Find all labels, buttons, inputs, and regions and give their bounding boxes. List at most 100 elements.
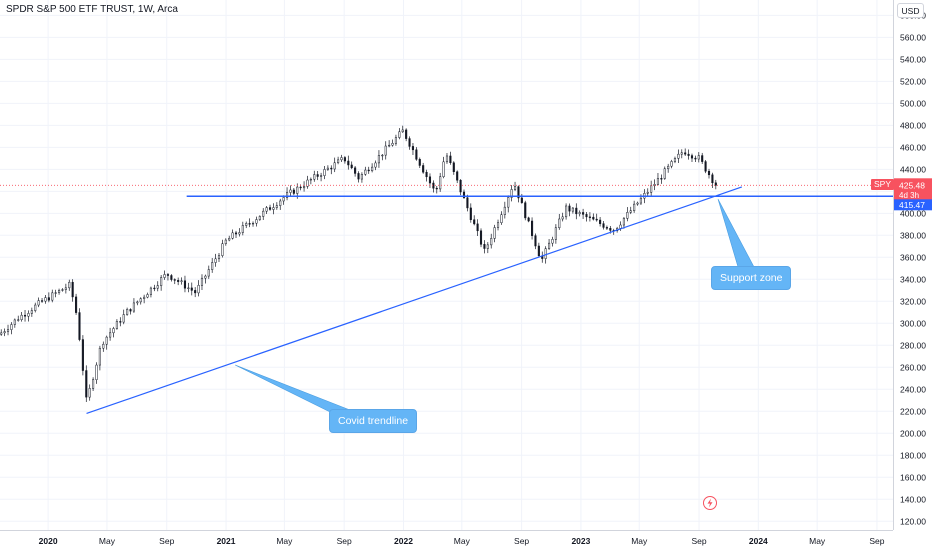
y-tick-label: 120.00 [900,516,926,526]
candle [442,156,445,179]
candle [180,277,183,285]
candle [622,216,625,229]
candle [119,317,122,327]
y-tick-label: 340.00 [900,274,926,284]
candle [258,215,261,221]
last-price-label: 425.48 [899,180,925,190]
candle [204,274,207,284]
candle [71,279,74,302]
candle [129,308,132,315]
candle [102,341,105,352]
candle [371,163,374,173]
candle [231,229,234,240]
candle [524,200,527,221]
candle [428,173,432,189]
candle [109,327,112,341]
candle [27,310,30,322]
price-axis-panel [893,0,932,550]
candle [677,149,680,163]
candle [183,275,187,293]
candle [466,194,469,212]
candle [588,212,591,222]
candle [78,308,81,342]
candle [85,365,88,403]
candle [166,273,170,281]
candle [221,239,224,258]
candle [381,154,384,161]
x-tick-label: 2023 [571,536,590,546]
candle [241,221,244,236]
candle [37,297,40,308]
candle [568,203,571,217]
candle [415,147,418,161]
candle [309,177,312,185]
candle [61,288,64,292]
candle [459,179,462,196]
candle [435,185,438,194]
y-tick-label: 240.00 [900,384,926,394]
candle [541,251,544,263]
candle [711,172,714,189]
candle [714,179,717,190]
candle [139,297,142,305]
y-tick-label: 280.00 [900,340,926,350]
candle [146,292,149,299]
candle [483,240,486,254]
y-tick-label: 380.00 [900,231,926,241]
candle [156,281,159,292]
candle [333,157,336,173]
y-tick-label: 540.00 [900,55,926,65]
price-axis[interactable]: 120.00 140.00 160.00 180.00 200.00 220.00 240.… [893,0,932,550]
covid-trendline[interactable] [86,186,743,415]
candle [163,270,166,280]
candle [534,233,537,250]
candle [98,345,101,371]
candle [187,282,190,293]
candle [292,187,295,196]
candle [306,175,309,189]
candle [531,217,534,240]
candle [704,159,707,174]
candle [149,286,152,298]
candle [660,174,663,184]
candle [585,211,588,222]
candle [473,215,476,226]
candle [20,311,23,322]
y-tick-label: 220.00 [900,406,926,416]
candle [408,136,411,150]
candle [262,208,265,220]
candle [173,278,176,285]
candle [548,238,551,250]
y-tick-label: 260.00 [900,362,926,372]
y-tick-label: 500.00 [900,99,926,109]
candlestick-series[interactable] [0,125,717,403]
candle [30,307,33,317]
x-tick-label: 2022 [394,536,413,546]
y-tick-label: 140.00 [900,494,926,504]
time-axis[interactable]: 2020 May Sep 2021 May Sep 2022 May Sep 2023 May Sep… [0,530,893,547]
candle [245,221,248,229]
candle [115,319,118,330]
candle [313,170,316,182]
y-tick-label: 440.00 [900,165,926,175]
support-zone-callout[interactable]: Support zone [711,266,792,290]
candle [92,377,95,392]
symbol-tag: SPY [871,179,895,191]
x-tick-label: Sep [159,536,174,546]
x-tick-label: 2024 [749,536,768,546]
candle [449,151,452,165]
currency-button[interactable]: USD [897,3,924,18]
candle [561,212,564,222]
candle [40,298,44,303]
covid-trendline-callout[interactable]: Covid trendline [329,409,418,433]
candle [275,202,278,210]
x-tick-label: Sep [337,536,352,546]
candle [650,180,653,197]
candle [684,148,687,156]
candle [126,307,129,316]
candle [493,224,496,243]
lightning-icon[interactable] [703,496,717,510]
candle [554,224,557,244]
candle [425,169,428,182]
